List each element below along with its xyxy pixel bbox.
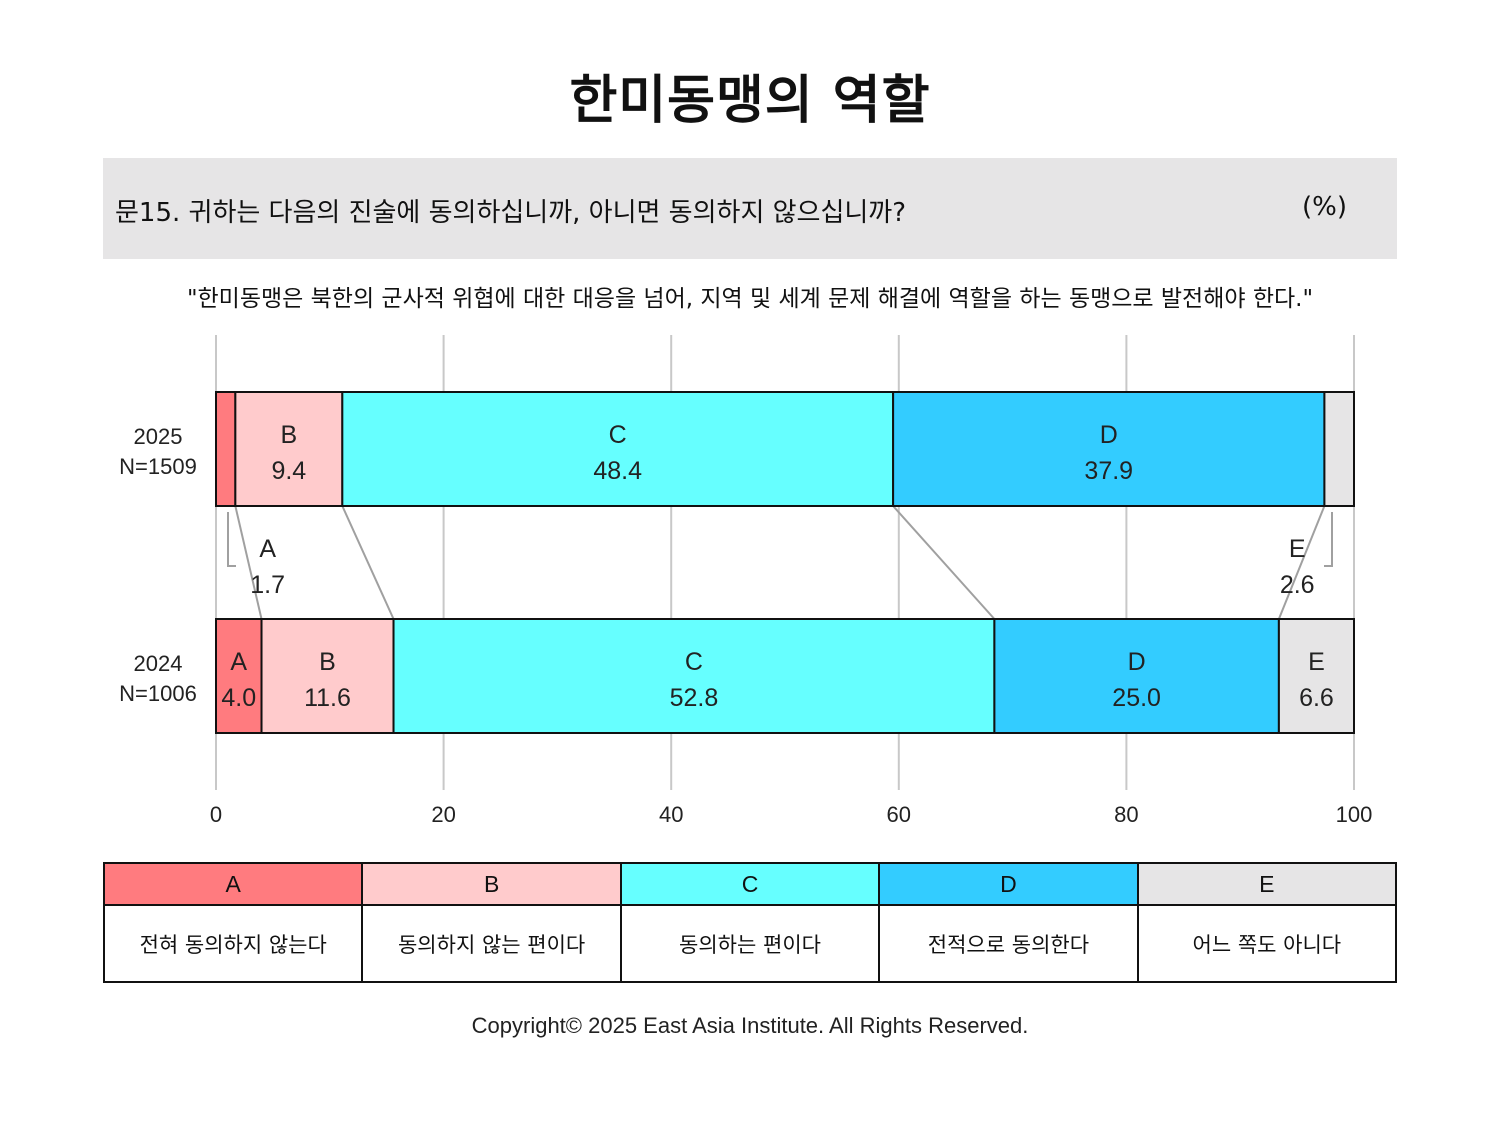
callout-category-label: A: [259, 535, 276, 563]
x-tick-label: 40: [659, 802, 683, 827]
chart-title: 한미동맹의 역할: [569, 71, 931, 131]
row-year-label: 2024: [134, 651, 183, 676]
x-tick-label: 100: [1336, 802, 1373, 827]
bar-category-label: B: [319, 648, 336, 676]
legend-label: 전적으로 동의한다: [927, 932, 1090, 957]
legend-key: C: [621, 864, 879, 906]
x-tick-label: 80: [1114, 802, 1138, 827]
legend-label: 동의하는 편이다: [679, 932, 821, 957]
legend-table: A 전혀 동의하지 않는다 B 동의하지 않는 편이다 C 동의하는 편이다 D 전적으로 동…: [103, 862, 1397, 983]
legend-key: A: [105, 864, 362, 906]
question-box: 문15. 귀하는 다음의 진술에 동의하십니까, 아니면 동의하지 않으십니까?…: [103, 158, 1397, 259]
bar-value-label: 4.0: [221, 684, 256, 712]
legend-key: D: [880, 864, 1137, 906]
connector-line: [892, 505, 996, 620]
bar-value-label: 9.4: [271, 457, 306, 485]
x-tick-label: 60: [887, 802, 911, 827]
bar-segment: [993, 618, 1280, 734]
legend-column-d: D 전적으로 동의한다: [880, 864, 1139, 981]
stacked-bar-chart: 0 20 40 60 80 100 B 9.4 C 48.4 D 37.9 2025 N=1509 A 4.0…: [119, 335, 1373, 827]
connector-line: [341, 505, 395, 620]
bar-value-label: 37.9: [1084, 457, 1133, 485]
bar-category-label: E: [1308, 648, 1325, 676]
legend-key: B: [363, 864, 620, 906]
callout-value-label: 1.7: [250, 571, 285, 599]
connector-line: [234, 505, 263, 620]
connector-line: [1277, 505, 1326, 620]
bar-value-label: 25.0: [1112, 684, 1161, 712]
bar-category-label: C: [685, 648, 703, 676]
callout-category-label: E: [1289, 535, 1306, 563]
legend-column-c: C 동의하는 편이다: [621, 864, 881, 981]
bar-segment: [1277, 618, 1355, 734]
bar-segment: [260, 618, 395, 734]
bar-segment: [892, 391, 1326, 507]
bar-segment: [392, 618, 996, 734]
callout-value-label: 2.6: [1280, 571, 1315, 599]
legend-label: 어느 쪽도 아니다: [1192, 932, 1342, 957]
bar-segment: [1323, 391, 1355, 507]
legend-column-a: A 전혀 동의하지 않는다: [105, 864, 364, 981]
legend-column-e: E 어느 쪽도 아니다: [1138, 864, 1396, 981]
bar-value-label: 11.6: [304, 684, 351, 712]
unit-label: (%): [1302, 192, 1347, 222]
row-year-label: 2025: [134, 424, 183, 449]
bar-value-label: 52.8: [670, 684, 719, 712]
row-n-label: N=1509: [119, 454, 197, 479]
bar-category-label: D: [1128, 648, 1146, 676]
bar-segment: [215, 391, 237, 507]
bar-category-label: D: [1100, 421, 1118, 449]
bar-segment: [341, 391, 895, 507]
legend-key: E: [1138, 864, 1396, 906]
legend-label: 전혀 동의하지 않는다: [139, 932, 327, 957]
bar-category-label: A: [230, 648, 247, 676]
callout-bracket: [1324, 512, 1333, 567]
legend-label: 동의하지 않는 편이다: [397, 932, 586, 957]
question-text: 문15. 귀하는 다음의 진술에 동의하십니까, 아니면 동의하지 않으십니까?: [115, 198, 907, 228]
bar-value-label: 48.4: [593, 457, 642, 485]
bar-category-label: B: [280, 421, 297, 449]
bar-category-label: C: [609, 421, 627, 449]
copyright-text: Copyright© 2025 East Asia Institute. All…: [471, 1013, 1029, 1038]
x-tick-label: 0: [210, 802, 222, 827]
legend-column-b: B 동의하지 않는 편이다: [363, 864, 622, 981]
bar-segment: [234, 391, 344, 507]
statement-text: "한미동맹은 북한의 군사적 위협에 대한 대응을 넘어, 지역 및 세계 문제…: [186, 286, 1314, 312]
row-n-label: N=1006: [119, 681, 197, 706]
bar-value-label: 6.6: [1299, 684, 1334, 712]
bar-segment: [215, 618, 263, 734]
callout-bracket: [227, 512, 236, 567]
x-tick-label: 20: [431, 802, 455, 827]
